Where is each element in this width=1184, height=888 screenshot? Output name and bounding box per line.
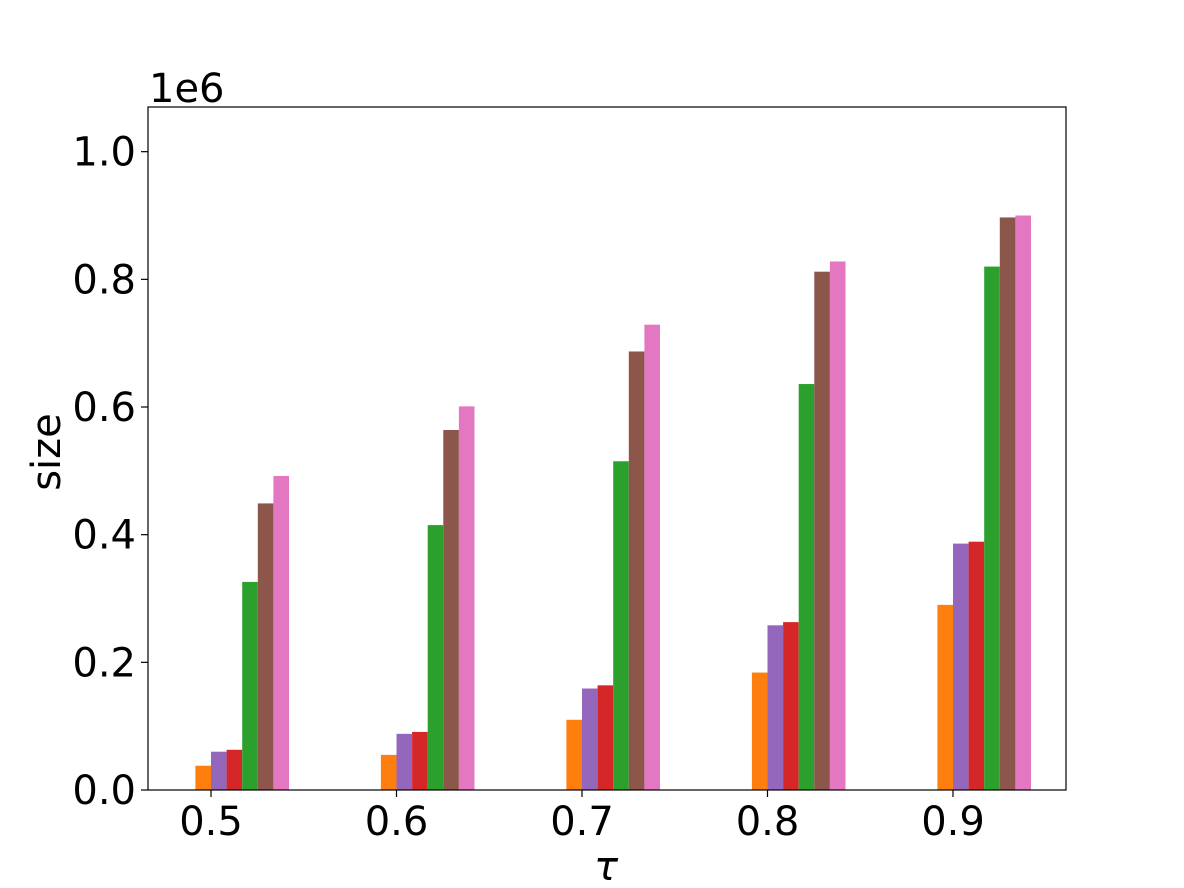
bar-0.5-series-4 xyxy=(242,581,258,790)
plot-frame xyxy=(147,106,1067,791)
bar-0.8-series-4 xyxy=(798,384,815,790)
bar-0.7-series-4 xyxy=(613,461,629,790)
bar-0.7-series-3 xyxy=(597,685,614,790)
bars-group xyxy=(195,215,1031,791)
x-tick-label: 0.5 xyxy=(179,799,243,845)
x-tick-label: 0.9 xyxy=(921,799,985,845)
bar-0.5-series-2 xyxy=(211,751,227,790)
y-tick-label: 0.6 xyxy=(72,385,136,431)
bar-0.5-series-6 xyxy=(273,475,289,790)
y-axis-label: size xyxy=(24,413,70,491)
bar-0.8-series-6 xyxy=(829,261,846,791)
bar-0.6-series-6 xyxy=(458,406,475,790)
y-tick-label: 1.0 xyxy=(72,130,136,176)
bar-0.6-series-3 xyxy=(412,731,428,790)
bar-0.9-series-6 xyxy=(1015,215,1031,790)
y-tick-label: 0.8 xyxy=(72,257,136,303)
x-tick-label: 0.7 xyxy=(550,799,614,845)
bar-0.6-series-5 xyxy=(443,429,459,790)
bar-0.7-series-6 xyxy=(644,324,660,790)
y-offset-label: 1e6 xyxy=(149,66,225,112)
bar-0.6-series-1 xyxy=(380,754,397,790)
bar-0.8-series-1 xyxy=(751,672,768,790)
bar-0.9-series-4 xyxy=(984,266,1000,791)
x-tick-label: 0.8 xyxy=(736,799,800,845)
bar-0.9-series-2 xyxy=(953,543,969,790)
bar-0.8-series-5 xyxy=(814,271,830,790)
bar-0.7-series-2 xyxy=(582,688,598,790)
y-tick-label: 0.2 xyxy=(72,640,136,686)
bar-0.7-series-5 xyxy=(628,351,645,790)
bar-0.5-series-5 xyxy=(257,503,274,790)
bar-0.8-series-3 xyxy=(783,622,799,790)
bar-0.6-series-2 xyxy=(396,733,413,790)
y-tick-label: 0.4 xyxy=(72,513,136,559)
bar-0.9-series-5 xyxy=(999,217,1016,790)
bar-0.5-series-3 xyxy=(226,749,243,790)
x-axis-label: τ xyxy=(594,844,619,888)
bar-0.5-series-1 xyxy=(195,765,211,790)
bar-0.7-series-1 xyxy=(566,719,582,790)
x-axis: 0.5 0.6 0.7 0.8 0.9 xyxy=(179,790,985,845)
bar-0.8-series-2 xyxy=(767,625,784,790)
bar-0.9-series-3 xyxy=(968,541,985,790)
bar-0.6-series-4 xyxy=(427,525,444,790)
x-tick-label: 0.6 xyxy=(365,799,429,845)
bar-0.9-series-1 xyxy=(937,604,953,790)
y-axis: 0.0 0.2 0.4 0.6 0.8 1.0 xyxy=(72,130,148,814)
y-tick-label: 0.0 xyxy=(72,768,136,814)
